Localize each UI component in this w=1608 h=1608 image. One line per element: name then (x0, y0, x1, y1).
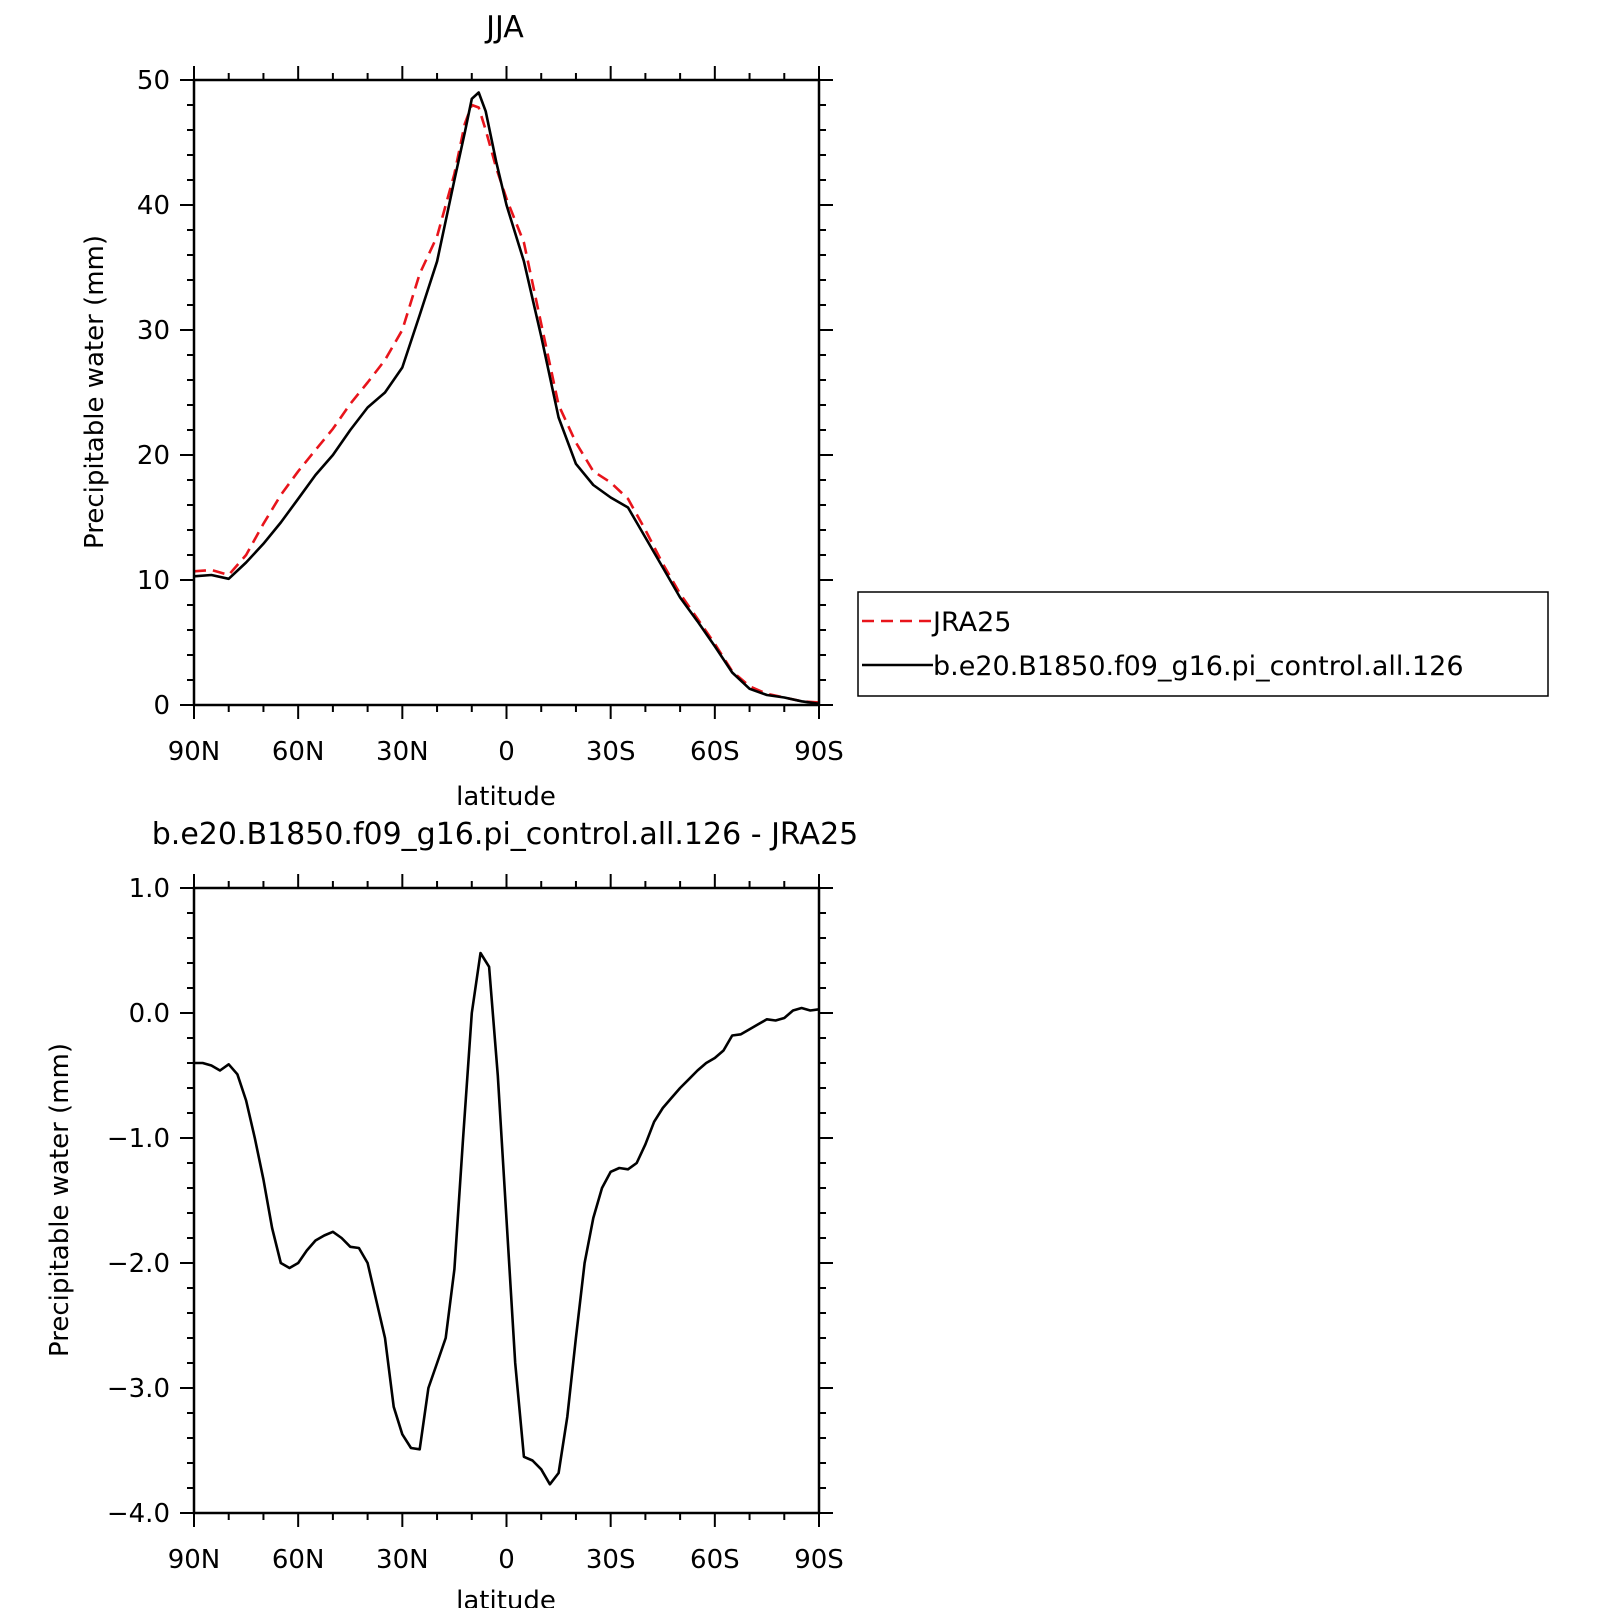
x-tick-label: 0 (498, 1545, 515, 1575)
y-tick-label: 0 (153, 691, 170, 721)
x-tick-label: 30S (586, 737, 636, 767)
series-line-solid-1 (193, 91, 820, 706)
series-line-dashed-0 (193, 103, 820, 704)
y-tick-label: −4.0 (107, 1499, 170, 1529)
y-tick-label: 0.0 (129, 999, 170, 1029)
y-tick-label: −1.0 (107, 1124, 170, 1154)
y-tick-label: 30 (137, 316, 170, 346)
chart-top-series (193, 91, 820, 706)
chart-bottom-title: b.e20.B1850.f09_g16.pi_control.all.126 -… (152, 817, 859, 852)
x-tick-label: 60S (690, 737, 740, 767)
chart-bottom-series (194, 951, 820, 1486)
legend-label-jra25: JRA25 (931, 607, 1011, 638)
x-tick-label: 30N (376, 1545, 429, 1575)
chart-bottom-xlabel: latitude (456, 1586, 556, 1608)
legend: JRA25 b.e20.B1850.f09_g16.pi_control.all… (857, 591, 1549, 697)
y-tick-label: −3.0 (107, 1374, 170, 1404)
y-tick-label: −2.0 (107, 1249, 170, 1279)
x-tick-label: 60S (690, 1545, 740, 1575)
chart-top-ylabel: Precipitable water (mm) (80, 235, 110, 549)
legend-label-model: b.e20.B1850.f09_g16.pi_control.all.126 (933, 651, 1464, 682)
x-tick-label: 90S (794, 1545, 844, 1575)
chart-top-title: JJA (484, 10, 524, 45)
x-tick-label: 90N (168, 1545, 221, 1575)
y-tick-label: 1.0 (129, 874, 170, 904)
y-tick-label: 40 (137, 191, 170, 221)
series-line-solid-0 (194, 951, 820, 1486)
x-tick-label: 30S (586, 1545, 636, 1575)
x-tick-label: 60N (272, 737, 325, 767)
chart-top-frame (192, 78, 821, 707)
chart-top: JJA 90N 60N 30N 0 30S 60S 90S 0 10 20 30 40 50 latit… (80, 10, 1549, 812)
legend-box (857, 591, 1549, 697)
chart-bottom-ylabel: Precipitable water (mm) (45, 1043, 75, 1357)
y-tick-label: 50 (137, 66, 170, 96)
x-tick-label: 0 (498, 737, 515, 767)
chart-bottom-frame (192, 886, 821, 1515)
y-tick-label: 10 (137, 566, 170, 596)
chart-bottom: b.e20.B1850.f09_g16.pi_control.all.126 -… (45, 817, 858, 1608)
chart-bottom-tick-labels: 90N 60N 30N 0 30S 60S 90S 1.0 0.0 −1.0 −2.0 −3.0 −4.… (107, 874, 844, 1575)
x-tick-label: 60N (272, 1545, 325, 1575)
x-tick-label: 90S (794, 737, 844, 767)
chart-top-tick-labels: 90N 60N 30N 0 30S 60S 90S 0 10 20 30 40 50 (137, 66, 844, 767)
chart-top-xlabel: latitude (456, 782, 556, 812)
x-tick-label: 30N (376, 737, 429, 767)
x-tick-label: 90N (168, 737, 221, 767)
y-tick-label: 20 (137, 441, 170, 471)
